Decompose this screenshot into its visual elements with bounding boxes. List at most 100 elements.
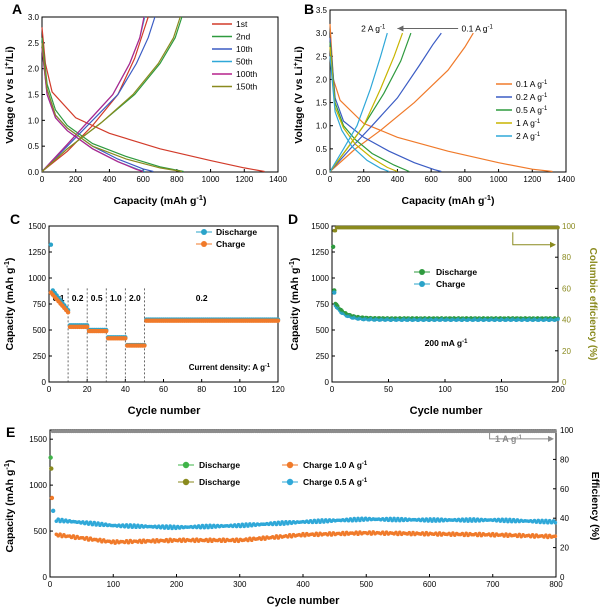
series-2 A g-1-discharge [329, 56, 390, 173]
rate-label: 1.0 [110, 293, 122, 303]
y-axis-title-part: /Li) [293, 46, 305, 62]
y-axis-title-part: ) [289, 258, 301, 262]
y2-tick-label: 20 [560, 544, 569, 553]
series-50th-charge [41, 16, 146, 172]
x-axis-title-part: ) [491, 195, 495, 207]
x-tick-label: 50 [384, 385, 393, 394]
annotation-0p1a: 0.1 A g-1 [461, 24, 493, 34]
data-point-charge [65, 310, 71, 315]
panel-c: 0 20 40 60 80 100 120 0 250 500 750 1000 1250 1500 C 0.… [2, 211, 286, 417]
y-axis-title-part: Voltage (V vs Li [293, 66, 305, 143]
x-tick-label: 0 [48, 580, 53, 589]
panel-letter-d: D [288, 211, 298, 227]
legend-label: Discharge [199, 477, 240, 487]
y2-tick-label: 40 [562, 316, 571, 325]
x-tick-label: 200 [69, 175, 83, 184]
legend-label: 0.5 A g-1 [516, 105, 548, 115]
panel-e: 0 100 200 300 400 500 600 700 800050010001500E02… [2, 424, 600, 607]
x-tick-label: 400 [103, 175, 117, 184]
y-tick-label: 3.0 [28, 13, 40, 22]
legend-label: 50th [236, 57, 253, 67]
y-tick-label: 250 [316, 352, 330, 361]
y-axis-title: Capacity (mAh g-1) [2, 258, 17, 351]
y-axis-title-part: + [291, 62, 300, 66]
y-tick-label: 1.5 [28, 91, 40, 100]
legend-marker [419, 269, 425, 275]
y2-axis-title: Efficiency (%) [589, 472, 600, 541]
y-tick-label: 1500 [29, 435, 47, 444]
series-50th-discharge [41, 47, 145, 173]
legend-marker [286, 478, 294, 486]
current-density-note: Current density: A g-1 [189, 363, 270, 372]
x-axis-title-part: ) [203, 195, 207, 207]
legend-label: Charge 0.5 A g-1 [303, 477, 368, 487]
y-axis-title-part: Capacity (mAh g [4, 470, 16, 553]
x-tick-label: 700 [486, 580, 500, 589]
legend-marker [419, 281, 425, 287]
y-tick-label: 250 [33, 352, 47, 361]
legend-label: 150th [236, 82, 258, 92]
y-tick-label: 1.5 [316, 99, 328, 108]
current-annotation-part: 200 mA g [425, 338, 462, 348]
y-axis-title-part: ) [4, 258, 16, 262]
y-tick-label: 1000 [29, 481, 47, 490]
y2-tick-label: 0 [560, 573, 565, 582]
y2-axis-title: Columbic efficiency (%) [587, 248, 598, 361]
y-tick-label: 1250 [311, 248, 329, 257]
data-point-charge [275, 318, 281, 323]
series-0.1 A g-1-charge [329, 32, 474, 172]
x-tick-label: 200 [170, 580, 184, 589]
y2-tick-label: 40 [560, 514, 569, 523]
x-tick-label: 400 [391, 175, 405, 184]
y-axis-title-part: Voltage (V vs Li [4, 66, 16, 143]
y-tick-label: 1500 [28, 222, 46, 231]
y-tick-label: 2.5 [28, 39, 40, 48]
x-tick-label: 1000 [202, 175, 220, 184]
y-axis-title-part: -1 [287, 261, 296, 268]
y-tick-label: 0.0 [28, 168, 40, 177]
rate-label: 0.2 [72, 293, 84, 303]
legend-label-part: -1 [362, 461, 368, 467]
x-axis-title-part: -1 [196, 193, 203, 202]
x-tick-label: 400 [296, 580, 310, 589]
plot-frame [331, 225, 559, 383]
y2-tick-label: 20 [562, 347, 571, 356]
y-tick-label: 0 [43, 573, 48, 582]
x-axis-title: Capacity (mAh g-1) [114, 193, 207, 208]
x-tick-label: 40 [121, 385, 130, 394]
legend-marker [201, 229, 207, 235]
x-tick-label: 100 [233, 385, 247, 394]
annotation-2a-part: 2 A g [361, 24, 380, 34]
data-point-charge [123, 336, 128, 341]
series-10th-charge [41, 16, 156, 172]
x-tick-label: 120 [271, 385, 285, 394]
series-0.2 A g-1-charge [329, 32, 442, 172]
legend-label: Discharge [216, 227, 257, 237]
current-density-note-part: Current density: A g [189, 363, 265, 372]
data-point-charge-1p0 [553, 534, 558, 539]
legend-label: 2nd [236, 32, 250, 42]
series-1st-charge [41, 16, 149, 172]
x-tick-label: 800 [458, 175, 472, 184]
annotation-0p1a-part: -1 [487, 25, 493, 31]
legend-label-part: -1 [542, 93, 548, 99]
legend-label: 100th [236, 69, 258, 79]
y-tick-label: 2.0 [316, 75, 328, 84]
y-tick-label: 500 [34, 527, 48, 536]
axis-arrow [489, 432, 552, 440]
data-point-efficiency [553, 429, 557, 434]
x-tick-label: 0 [40, 175, 45, 184]
legend-label-part: -1 [535, 132, 541, 138]
axis-arrowhead [550, 241, 556, 248]
series-2nd-discharge [41, 37, 184, 173]
x-tick-label: 1400 [557, 175, 575, 184]
x-tick-label: 200 [357, 175, 371, 184]
series-100th-charge [41, 16, 145, 172]
legend-label-part: -1 [542, 80, 548, 86]
series-150th-discharge [41, 42, 182, 173]
x-tick-label: 800 [549, 580, 563, 589]
legend-label-part: 2 A g [516, 131, 535, 141]
panel-b: 0 200 400 600 800 1000 1200 1400 0.0 0.5 1.0 1.5 2.0… [291, 1, 576, 207]
x-tick-label: 100 [107, 580, 121, 589]
y-tick-label: 750 [316, 300, 330, 309]
